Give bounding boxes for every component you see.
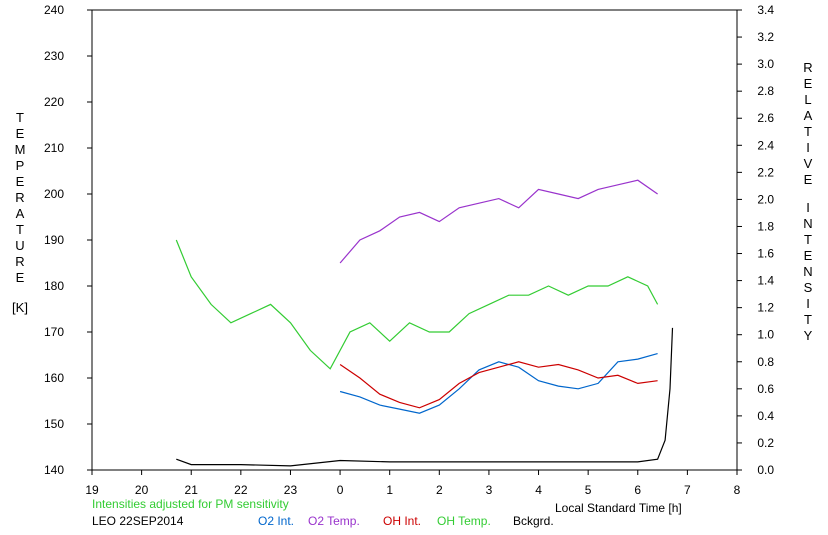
left-tick-label: 150 — [44, 417, 64, 431]
right-axis-letter: E — [803, 248, 813, 263]
bottom-tick-label: 2 — [436, 483, 443, 497]
bottom-tick-label: 19 — [85, 483, 99, 497]
right-tick-label: 3.0 — [757, 57, 774, 71]
right-axis-letter: T — [804, 124, 812, 139]
right-tick-label: 1.2 — [757, 301, 774, 315]
left-axis-letter: U — [15, 238, 25, 253]
bottom-tick-label: 5 — [585, 483, 592, 497]
right-axis-letter: L — [804, 92, 812, 107]
left-axis-letter: R — [15, 254, 25, 269]
right-tick-label: 1.8 — [757, 219, 774, 233]
series-line-oh-int — [339, 361, 658, 409]
left-axis-letter: E — [15, 126, 25, 141]
legend-entry: OH Temp. — [437, 514, 491, 528]
bottom-tick-label: 22 — [234, 483, 248, 497]
legend-entry: O2 Temp. — [308, 514, 360, 528]
right-tick-label: 3.2 — [757, 30, 774, 44]
right-axis-letter: A — [803, 108, 813, 123]
left-axis-letter: R — [15, 190, 25, 205]
x-axis-title: Local Standard Time [h] — [555, 501, 682, 515]
right-tick-label: 0.6 — [757, 382, 774, 396]
series-line-bckgrd — [176, 327, 674, 467]
right-tick-label: 2.8 — [757, 84, 774, 98]
right-axis-letter: R — [803, 60, 813, 75]
right-tick-label: 1.0 — [757, 328, 774, 342]
left-tick-label: 200 — [44, 187, 64, 201]
right-axis-letter: S — [803, 280, 813, 295]
plot-frame — [91, 9, 738, 471]
note-text: Intensities adjusted for PM sensitivity — [92, 497, 289, 511]
left-tick-label: 220 — [44, 95, 64, 109]
station-label: LEO 22SEP2014 — [92, 514, 184, 528]
right-tick-label: 3.4 — [757, 3, 774, 17]
left-axis-letter: E — [15, 174, 25, 189]
right-tick-label: 1.4 — [757, 274, 774, 288]
bottom-tick-label: 7 — [684, 483, 691, 497]
right-axis-letter: N — [803, 264, 813, 279]
left-axis-letter: M — [14, 142, 26, 157]
right-axis-letter: E — [803, 172, 813, 187]
series-line-oh-temp — [175, 239, 659, 370]
right-axis-letter: I — [806, 200, 810, 215]
right-tick-label: 0.0 — [757, 463, 774, 477]
bottom-tick-label: 3 — [486, 483, 493, 497]
left-axis-letter: T — [16, 222, 24, 237]
right-axis-letter: T — [804, 232, 812, 247]
left-tick-label: 190 — [44, 233, 64, 247]
series-line-o2-int — [339, 353, 658, 414]
bottom-tick-label: 21 — [185, 483, 199, 497]
left-tick-label: 230 — [44, 49, 64, 63]
right-tick-label: 2.2 — [757, 165, 774, 179]
right-tick-label: 2.0 — [757, 192, 774, 206]
right-axis-letter: N — [803, 216, 813, 231]
right-tick-label: 0.8 — [757, 355, 774, 369]
left-tick-label: 180 — [44, 279, 64, 293]
left-axis-letter: A — [15, 206, 25, 221]
left-tick-label: 170 — [44, 325, 64, 339]
right-axis-letter: E — [803, 76, 813, 91]
right-axis-letter: T — [804, 312, 812, 327]
legend-entry: OH Int. — [383, 514, 421, 528]
left-axis-letter: T — [16, 110, 24, 125]
bottom-tick-label: 8 — [734, 483, 741, 497]
right-tick-label: 1.6 — [757, 247, 774, 261]
right-axis-letter: I — [806, 296, 810, 311]
left-tick-label: 240 — [44, 3, 64, 17]
legend-entry: O2 Int. — [258, 514, 294, 528]
bottom-tick-label: 6 — [634, 483, 641, 497]
bottom-tick-label: 20 — [135, 483, 149, 497]
right-axis-letter: I — [806, 140, 810, 155]
left-tick-label: 210 — [44, 141, 64, 155]
right-tick-label: 2.6 — [757, 111, 774, 125]
left-axis-letter: E — [15, 270, 25, 285]
left-tick-label: 160 — [44, 371, 64, 385]
right-axis-letter: Y — [803, 328, 813, 343]
bottom-tick-label: 1 — [386, 483, 393, 497]
bottom-tick-label: 23 — [284, 483, 298, 497]
left-axis-unit: [K] — [12, 300, 28, 315]
right-tick-label: 0.4 — [757, 409, 774, 423]
right-tick-label: 0.2 — [757, 436, 774, 450]
left-tick-label: 140 — [44, 463, 64, 477]
series-line-o2-temp — [339, 179, 658, 264]
bottom-tick-label: 4 — [535, 483, 542, 497]
right-axis-letter: V — [803, 156, 813, 171]
left-axis-letter: P — [15, 158, 25, 173]
bottom-tick-label: 0 — [337, 483, 344, 497]
right-tick-label: 2.4 — [757, 138, 774, 152]
legend-entry: Bckgrd. — [513, 514, 554, 528]
